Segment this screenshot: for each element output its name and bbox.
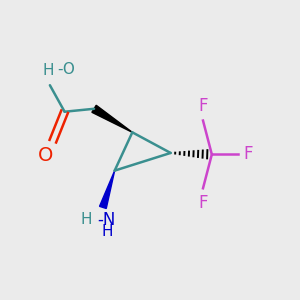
Text: H: H (81, 212, 92, 227)
Text: F: F (198, 194, 208, 211)
Polygon shape (100, 171, 115, 208)
Text: H: H (102, 224, 113, 238)
Text: -N: -N (97, 211, 116, 229)
Text: O: O (38, 146, 53, 165)
Text: -O: -O (57, 62, 75, 77)
Text: H: H (43, 63, 54, 78)
Polygon shape (92, 105, 132, 132)
Text: F: F (198, 97, 208, 115)
Text: F: F (244, 146, 253, 164)
